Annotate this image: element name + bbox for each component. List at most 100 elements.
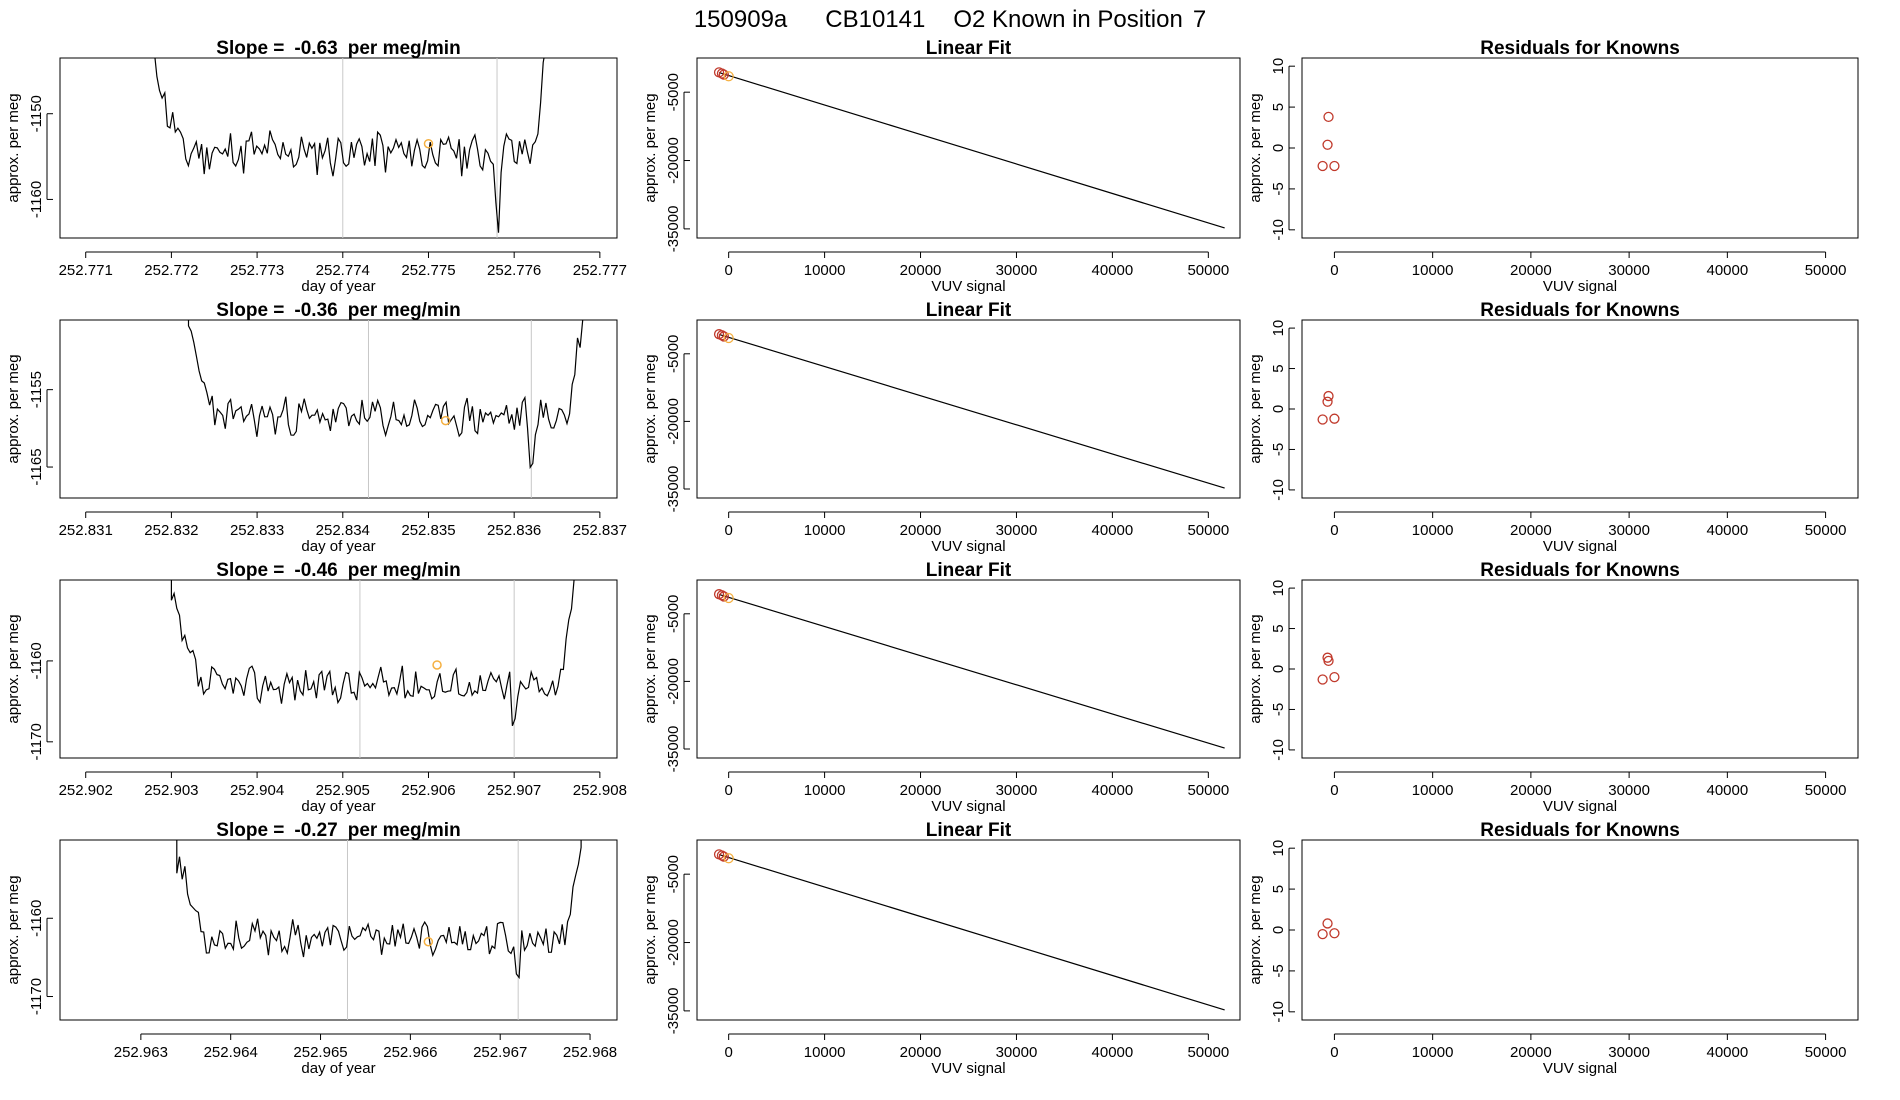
slope-label: Slope = bbox=[216, 300, 284, 321]
y-axis-label: approx. per meg bbox=[1247, 354, 1264, 463]
y-tick-label: 5 bbox=[1270, 103, 1287, 111]
y-tick-label: -20000 bbox=[665, 658, 682, 705]
y-tick-label: -5 bbox=[1270, 182, 1287, 195]
x-axis: 0 10000 20000 30000 40000 50000 bbox=[1330, 771, 1846, 799]
x-axis-label: VUV signal bbox=[931, 538, 1005, 555]
x-tick-label: 252.908 bbox=[573, 782, 627, 799]
fit-line bbox=[718, 854, 1225, 1011]
x-tick-label: 252.837 bbox=[573, 522, 627, 539]
slope-value: -0.27 bbox=[294, 820, 337, 841]
y-axis: -1150 -1160 bbox=[28, 95, 53, 218]
x-tick-label: 40000 bbox=[1092, 522, 1134, 539]
x-tick-label: 10000 bbox=[1412, 522, 1454, 539]
y-tick-label: -1150 bbox=[28, 95, 45, 132]
fit-line bbox=[718, 72, 1225, 229]
plot-frame bbox=[696, 319, 1241, 499]
plot-area bbox=[187, 320, 584, 498]
x-tick-label: 10000 bbox=[804, 782, 846, 799]
x-axis-label: VUV signal bbox=[931, 1060, 1005, 1077]
x-tick-label: 252.967 bbox=[473, 1044, 527, 1061]
x-tick-label: 20000 bbox=[1510, 1044, 1552, 1061]
slope-unit: per meg/min bbox=[348, 560, 461, 581]
fit-point bbox=[716, 68, 728, 79]
x-tick-label: 30000 bbox=[1608, 262, 1650, 279]
slope-value: -0.63 bbox=[294, 38, 337, 59]
x-tick-label: 30000 bbox=[1608, 522, 1650, 539]
y-tick-label: -10 bbox=[1270, 1001, 1287, 1023]
x-tick-label: 50000 bbox=[1187, 1044, 1229, 1061]
y-axis-label: approx. per meg bbox=[642, 93, 659, 202]
residual-point bbox=[1329, 928, 1340, 939]
resid-panel-title: Residuals for Knowns bbox=[1480, 300, 1680, 321]
y-axis: 10 5 0 -5 -10 bbox=[1270, 840, 1295, 1023]
drift-panel-title: Slope = -0.36 per meg/min bbox=[216, 300, 460, 321]
plot-frame bbox=[1301, 579, 1859, 759]
fit-line bbox=[718, 593, 1225, 749]
fit-point bbox=[718, 331, 730, 342]
x-tick-label: 252.831 bbox=[59, 522, 113, 539]
x-axis-label: day of year bbox=[301, 538, 375, 555]
fit-point bbox=[723, 332, 734, 344]
x-tick-label: 252.777 bbox=[573, 262, 627, 279]
x-tick-label: 0 bbox=[1330, 262, 1338, 279]
drift-panel-title: Slope = -0.27 per meg/min bbox=[216, 820, 460, 841]
x-tick-label: 40000 bbox=[1706, 522, 1748, 539]
plot-area bbox=[154, 58, 545, 238]
residual-point bbox=[1322, 139, 1333, 150]
y-tick-label: 5 bbox=[1270, 364, 1287, 372]
slope-unit: per meg/min bbox=[348, 38, 461, 59]
residual-point bbox=[1323, 390, 1334, 402]
x-tick-label: 40000 bbox=[1092, 262, 1134, 279]
resid-panel-row-4: Residuals for Knowns 0 10000 20000 30000 4000… bbox=[1247, 820, 1859, 1077]
residual-point bbox=[1317, 928, 1328, 940]
residual-point bbox=[1329, 160, 1340, 172]
x-axis: 252.902 252.903 252.904 252.905 252.906 252.9… bbox=[59, 771, 627, 799]
drift-series-line bbox=[187, 320, 584, 470]
known-sample-point bbox=[423, 936, 434, 947]
y-tick-label: -5 bbox=[1270, 443, 1287, 456]
x-axis: 0 10000 20000 30000 40000 50000 bbox=[724, 1033, 1229, 1061]
slope-label: Slope = bbox=[216, 38, 284, 59]
y-tick-label: 5 bbox=[1270, 885, 1287, 893]
x-tick-label: 252.903 bbox=[144, 782, 198, 799]
x-axis: 0 10000 20000 30000 40000 50000 bbox=[724, 771, 1229, 799]
x-tick-label: 20000 bbox=[900, 522, 942, 539]
x-tick-label: 30000 bbox=[1608, 782, 1650, 799]
y-tick-label: -1165 bbox=[28, 448, 45, 485]
y-axis: -5000 -20000 -35000 bbox=[665, 335, 690, 512]
y-axis: -1155 -1165 bbox=[28, 371, 53, 486]
x-tick-label: 0 bbox=[724, 262, 732, 279]
title-position: 7 bbox=[1193, 6, 1206, 33]
x-tick-label: 252.774 bbox=[316, 262, 370, 279]
fit-line bbox=[718, 333, 1225, 489]
slope-unit: per meg/min bbox=[348, 300, 461, 321]
slope-value: -0.46 bbox=[294, 560, 337, 581]
known-sample-point bbox=[440, 415, 451, 426]
y-axis-label: approx. per meg bbox=[1247, 875, 1264, 984]
fit-panel-title: Linear Fit bbox=[926, 560, 1012, 581]
plot-area bbox=[713, 589, 1225, 749]
plot-area bbox=[170, 580, 575, 758]
x-axis-label: VUV signal bbox=[1543, 1060, 1617, 1077]
x-tick-label: 40000 bbox=[1092, 1044, 1134, 1061]
plot-frame bbox=[696, 579, 1241, 759]
y-axis: -5000 -20000 -35000 bbox=[665, 595, 690, 772]
y-tick-label: 5 bbox=[1270, 624, 1287, 632]
y-tick-label: 10 bbox=[1270, 320, 1287, 337]
y-tick-label: -5 bbox=[1270, 964, 1287, 977]
y-tick-label: -1160 bbox=[28, 900, 45, 937]
x-tick-label: 50000 bbox=[1187, 782, 1229, 799]
x-tick-label: 252.772 bbox=[144, 262, 198, 279]
figure-title: 150909a CB10141 O2 Known in Position 7 bbox=[694, 6, 1206, 33]
resid-panel-row-2: Residuals for Knowns 0 10000 20000 30000 4000… bbox=[1247, 300, 1859, 555]
x-tick-label: 0 bbox=[1330, 1044, 1338, 1061]
y-tick-label: 0 bbox=[1270, 144, 1287, 152]
plot-frame bbox=[696, 839, 1241, 1021]
x-tick-label: 252.968 bbox=[563, 1044, 617, 1061]
x-tick-label: 0 bbox=[1330, 522, 1338, 539]
x-axis-label: VUV signal bbox=[1543, 798, 1617, 815]
x-tick-label: 50000 bbox=[1805, 1044, 1847, 1061]
drift-series-line bbox=[154, 58, 545, 233]
